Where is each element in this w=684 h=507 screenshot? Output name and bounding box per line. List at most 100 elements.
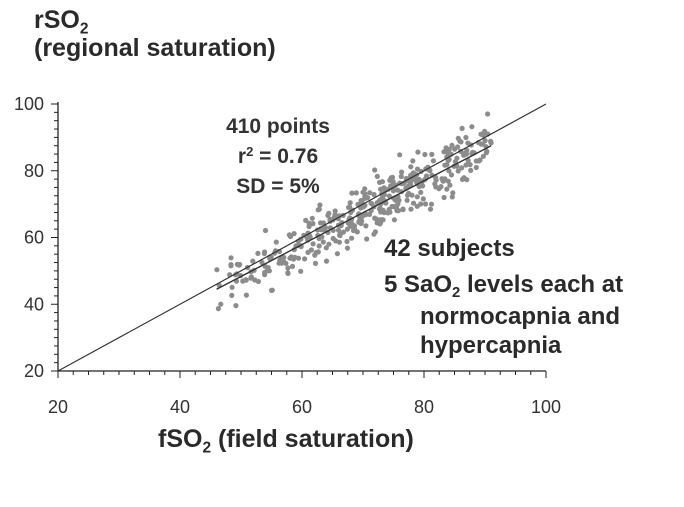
data-point xyxy=(336,239,342,245)
data-point xyxy=(215,306,221,312)
data-point xyxy=(448,172,455,178)
data-point xyxy=(298,268,304,274)
data-point xyxy=(377,179,383,185)
data-points xyxy=(214,111,494,312)
data-point xyxy=(272,248,279,254)
levels-annotation: 5 SaO2 levels each at xyxy=(384,271,624,302)
data-point xyxy=(330,235,336,242)
x-tick-label: 40 xyxy=(170,397,190,417)
data-point xyxy=(337,232,343,238)
data-point xyxy=(444,162,450,168)
data-point xyxy=(422,151,428,158)
data-point xyxy=(439,176,445,182)
data-point xyxy=(309,215,315,221)
y-tick-label: 80 xyxy=(24,161,44,181)
data-point xyxy=(463,134,469,141)
data-point xyxy=(334,251,340,257)
data-point xyxy=(360,204,367,210)
regression-line xyxy=(216,145,492,290)
data-point xyxy=(255,278,261,285)
data-point xyxy=(464,147,470,153)
y-axis-label-line1: rSO2 xyxy=(34,6,89,38)
stats-box: 410 points r2 = 0.76 SD = 5% xyxy=(213,112,343,202)
data-point xyxy=(287,233,294,240)
data-point xyxy=(347,200,353,206)
data-point xyxy=(391,217,397,223)
data-point xyxy=(376,198,382,204)
data-point xyxy=(422,201,429,207)
axes: 20 40 60 80 100 20 40 60 80 100 xyxy=(14,94,561,417)
data-point xyxy=(259,259,265,266)
data-point xyxy=(410,158,416,164)
data-point xyxy=(335,227,342,233)
data-point xyxy=(483,150,489,156)
data-point xyxy=(438,184,444,190)
data-point xyxy=(302,256,308,262)
data-point xyxy=(433,177,439,183)
data-point xyxy=(303,217,309,223)
data-point xyxy=(385,210,391,216)
x-tick-label: 20 xyxy=(48,397,68,417)
data-point xyxy=(349,190,355,196)
data-point xyxy=(445,178,451,184)
data-point xyxy=(344,245,351,251)
data-point xyxy=(273,239,279,245)
data-point xyxy=(429,151,435,157)
data-point xyxy=(264,268,270,274)
data-point xyxy=(250,258,256,264)
data-point xyxy=(374,173,380,179)
subjects-annotation: 42 subjects xyxy=(384,235,515,262)
data-point xyxy=(445,151,451,157)
data-point xyxy=(449,194,455,200)
data-point xyxy=(388,183,394,189)
data-point xyxy=(285,270,291,276)
data-point xyxy=(395,208,402,214)
data-point xyxy=(469,124,475,130)
data-point xyxy=(414,166,421,172)
data-point xyxy=(359,218,365,224)
data-point xyxy=(332,208,338,214)
data-point xyxy=(478,131,484,137)
data-point xyxy=(326,210,332,216)
data-point xyxy=(277,257,283,263)
y-tick-label: 100 xyxy=(14,94,44,114)
data-point xyxy=(327,216,333,222)
data-point xyxy=(287,255,293,261)
data-point xyxy=(326,241,332,247)
data-point xyxy=(409,192,415,198)
data-point xyxy=(428,201,435,207)
y-tick-label: 60 xyxy=(24,228,44,248)
data-point xyxy=(317,220,324,226)
data-point xyxy=(416,183,422,190)
data-point xyxy=(349,235,355,241)
data-point xyxy=(464,177,470,183)
data-point xyxy=(289,263,296,269)
data-point xyxy=(478,141,484,147)
data-point xyxy=(255,250,261,256)
data-point xyxy=(344,226,350,232)
data-point xyxy=(372,229,378,235)
data-point xyxy=(408,164,414,170)
data-point xyxy=(420,196,426,202)
data-point xyxy=(465,157,471,164)
data-point xyxy=(408,206,414,212)
data-point xyxy=(344,238,350,245)
x-tick-label: 100 xyxy=(531,397,561,417)
data-point xyxy=(291,231,297,237)
y-tick-label: 20 xyxy=(24,361,44,381)
data-point xyxy=(307,234,313,240)
data-point xyxy=(229,292,235,298)
data-point xyxy=(459,165,465,171)
data-point xyxy=(228,255,234,261)
x-tick-label: 80 xyxy=(414,397,434,417)
data-point xyxy=(459,176,466,182)
data-point xyxy=(473,164,479,171)
data-point xyxy=(404,197,410,203)
data-point xyxy=(322,225,329,231)
data-point xyxy=(455,168,461,174)
data-point xyxy=(378,186,384,192)
data-point xyxy=(233,303,239,309)
data-point xyxy=(351,226,358,232)
x-axis-label: fSO2 (field saturation) xyxy=(158,425,414,457)
